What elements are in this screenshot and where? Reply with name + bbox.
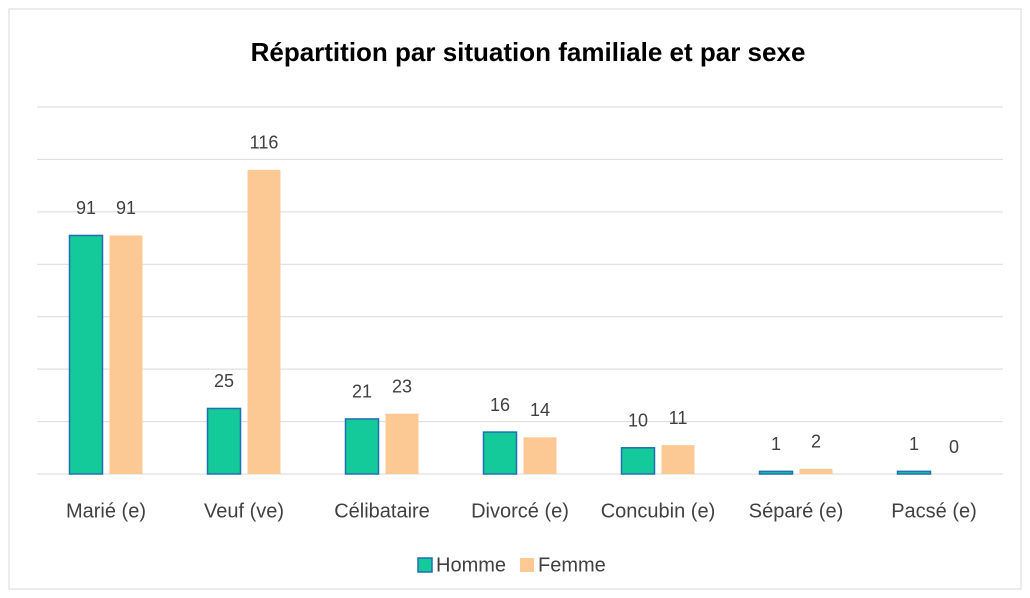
bar xyxy=(799,468,833,474)
bar xyxy=(758,470,794,475)
data-label: 25 xyxy=(214,371,234,391)
data-label: 23 xyxy=(392,376,412,396)
data-label: 21 xyxy=(352,382,372,402)
legend-swatch xyxy=(417,557,433,573)
x-tick-label: Marié (e) xyxy=(66,500,146,522)
x-tick-label: Séparé (e) xyxy=(749,500,844,522)
x-tick-label: Célibataire xyxy=(334,500,430,522)
data-label: 2 xyxy=(811,432,821,452)
bar xyxy=(206,407,242,475)
chart-border xyxy=(8,8,1022,590)
data-label: 116 xyxy=(250,133,279,153)
legend-label: Femme xyxy=(538,554,606,576)
data-label: 91 xyxy=(116,198,136,218)
bar xyxy=(620,447,656,475)
bar xyxy=(68,234,104,475)
bar xyxy=(109,235,143,474)
data-label: 1 xyxy=(909,434,919,454)
bar xyxy=(385,413,419,474)
bar xyxy=(482,431,518,475)
x-tick-label: Concubin (e) xyxy=(601,500,716,522)
x-tick-label: Pacsé (e) xyxy=(891,500,977,522)
data-label: 14 xyxy=(530,400,550,420)
bar xyxy=(896,470,932,475)
x-tick-label: Veuf (ve) xyxy=(204,500,284,522)
bar xyxy=(661,445,695,474)
data-label: 16 xyxy=(490,395,510,415)
legend-label: Homme xyxy=(436,554,506,576)
data-label: 1 xyxy=(771,434,781,454)
data-label: 10 xyxy=(628,411,648,431)
data-label: 0 xyxy=(949,437,959,457)
chart-title: Répartition par situation familiale et p… xyxy=(251,37,806,67)
legend-swatch xyxy=(520,558,535,572)
data-label: 91 xyxy=(76,198,96,218)
bar xyxy=(247,169,281,474)
data-label: 11 xyxy=(669,408,688,428)
bar xyxy=(523,437,557,474)
bar xyxy=(344,418,380,475)
x-tick-label: Divorcé (e) xyxy=(471,500,569,522)
